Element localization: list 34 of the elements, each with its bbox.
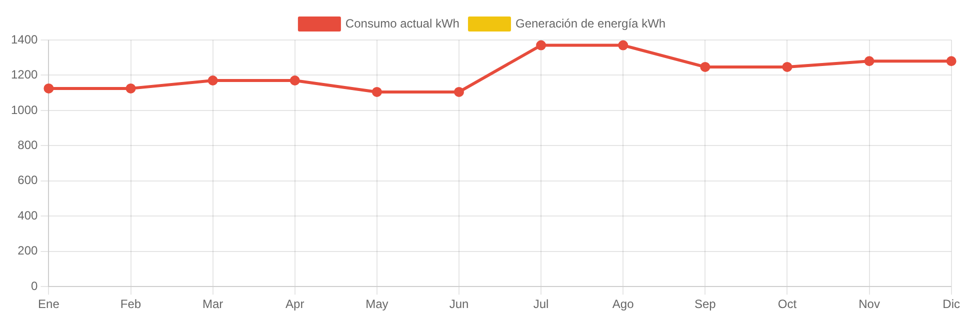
x-tick-label: Feb: [120, 297, 142, 312]
y-tick-label: 200: [18, 244, 38, 258]
x-tick-label: Sep: [694, 297, 716, 312]
x-tick-label: Jun: [449, 297, 469, 312]
point: [126, 83, 136, 94]
x-tick-label: May: [366, 297, 388, 312]
x-tick-label: Mar: [202, 297, 224, 312]
y-tick-label: 800: [18, 138, 38, 152]
point: [536, 40, 546, 50]
point: [946, 56, 956, 66]
y-tick-label: 400: [18, 208, 38, 222]
x-tick-label: Apr: [286, 297, 304, 312]
x-tick-label: Oct: [778, 297, 798, 312]
x-tick-label: Dic: [942, 297, 960, 312]
x-tick-label: Nov: [858, 297, 880, 312]
point: [290, 76, 300, 86]
point: [208, 76, 218, 86]
legend-label: Generación de energía kWh: [515, 16, 666, 30]
y-tick-label: 0: [31, 278, 38, 293]
point: [454, 86, 464, 97]
y-tick-label: 1400: [10, 32, 38, 46]
point: [864, 56, 874, 66]
point: [44, 83, 54, 94]
x-tick-label: Ago: [612, 297, 634, 312]
x-tick-label: Ene: [38, 297, 60, 312]
y-tick-label: 1000: [10, 102, 38, 117]
point: [782, 62, 792, 72]
x-tick-label: Jul: [533, 297, 549, 312]
y-tick-label: 600: [18, 173, 38, 188]
point: [372, 86, 382, 97]
point: [700, 62, 710, 72]
y-tick-label: 1200: [10, 68, 38, 82]
point: [618, 40, 628, 50]
legend-label: Consumo actual kWh: [345, 16, 460, 30]
